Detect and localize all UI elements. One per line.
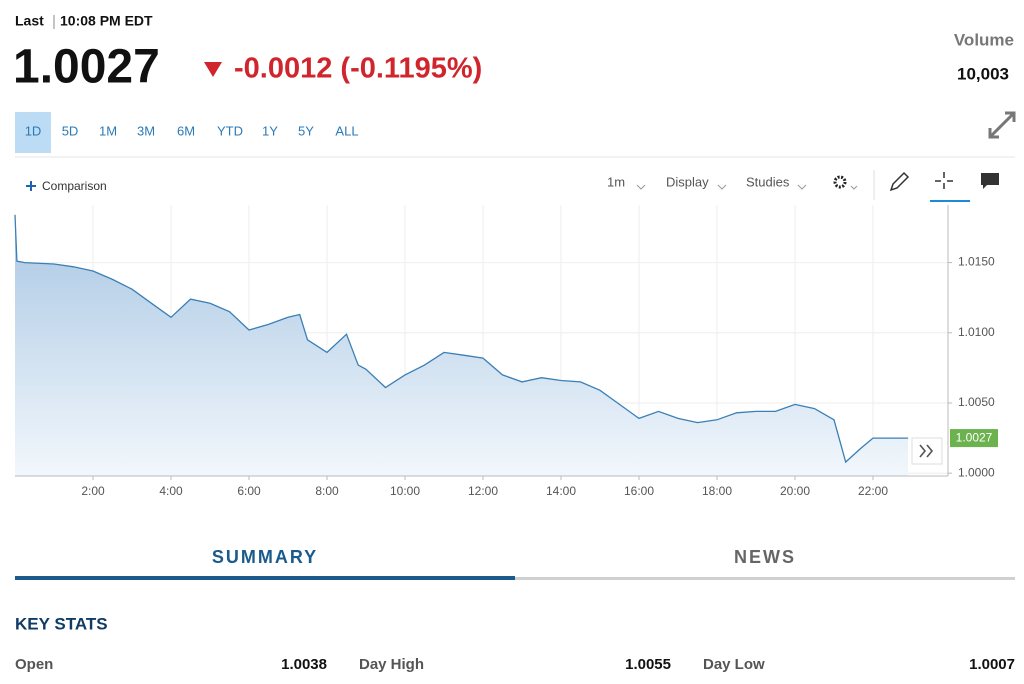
price-line (14, 214, 909, 464)
x-tick-label: 6:00 (237, 484, 261, 498)
stat-value: 1.0007 (969, 656, 1015, 673)
settings-button[interactable] (833, 175, 858, 190)
interval-menu[interactable]: 1m (607, 174, 646, 190)
range-button[interactable]: 1M (99, 123, 117, 138)
last-label: Last (15, 13, 44, 29)
range-label: 1Y (262, 123, 278, 138)
range-button[interactable]: 3M (137, 123, 155, 138)
volume-label: Volume (954, 30, 1014, 49)
key-stats: Open 1.0038 Day High 1.0055 Day Low 1.0007 (15, 656, 1015, 673)
range-label: 5Y (298, 123, 314, 138)
range-label: 6M (177, 123, 195, 138)
stat-label: Day Low (703, 656, 765, 673)
y-tick-label: 1.0100 (958, 325, 995, 339)
display-menu[interactable]: Display (666, 174, 727, 190)
comment-button[interactable] (981, 173, 999, 189)
range-active-bg (15, 112, 51, 153)
range-selector: 1D 5D 1M 3M 6M YTD 1Y 5Y ALL (15, 112, 359, 153)
range-button[interactable]: YTD (217, 123, 243, 138)
range-label: 3M (137, 123, 155, 138)
x-tick-label: 16:00 (624, 484, 654, 498)
studies-label: Studies (746, 174, 790, 189)
stat-value: 1.0055 (625, 656, 671, 673)
x-tick-label: 18:00 (702, 484, 732, 498)
comparison-label: Comparison (42, 179, 107, 193)
x-tick-label: 2:00 (81, 484, 105, 498)
y-tick-label: 1.0150 (958, 255, 995, 269)
display-label: Display (666, 174, 709, 189)
range-label: ALL (335, 123, 358, 138)
down-arrow (204, 62, 222, 77)
x-tick-label: 22:00 (858, 484, 888, 498)
last-time: 10:08 PM EDT (60, 13, 153, 29)
key-stats-title: KEY STATS (15, 614, 108, 633)
tab-label: NEWS (734, 547, 796, 567)
last-price: 1.0027 (13, 41, 160, 94)
x-tick-label: 4:00 (159, 484, 183, 498)
range-button[interactable]: ALL (335, 123, 358, 138)
fullscreen-button[interactable] (988, 111, 1016, 139)
price-area (15, 214, 909, 477)
scroll-right-button[interactable] (911, 437, 943, 465)
tabs: SUMMARY NEWS (15, 547, 1015, 580)
tab[interactable]: SUMMARY (15, 547, 515, 580)
studies-menu[interactable]: Studies (746, 174, 807, 190)
x-tick-label: 20:00 (780, 484, 810, 498)
x-tick-label: 8:00 (315, 484, 339, 498)
range-button[interactable]: 1Y (262, 123, 278, 138)
x-tick-label: 14:00 (546, 484, 576, 498)
tab-underline (15, 576, 515, 580)
draw-button[interactable] (889, 171, 910, 192)
last-price-tag (950, 429, 998, 448)
crosshair-button[interactable] (930, 172, 970, 202)
y-tick-label: 1.0000 (958, 465, 995, 479)
price-chart: 2:00 4:00 6:00 8:00 10:00 12:00 14:00 16:00 18:0… (14, 205, 998, 498)
x-tick-label: 10:00 (390, 484, 420, 498)
range-button[interactable]: 6M (177, 123, 195, 138)
tab-label: SUMMARY (212, 547, 318, 567)
tab[interactable]: NEWS (515, 547, 1015, 580)
range-button[interactable]: 5Y (298, 123, 314, 138)
volume-value: 10,003 (957, 64, 1009, 83)
interval-label: 1m (607, 174, 625, 189)
price-change: -0.0012 (-0.1195%) (234, 53, 482, 85)
range-label: 1M (99, 123, 117, 138)
tab-underline (515, 577, 1015, 580)
range-label: 5D (62, 123, 79, 138)
last-price-tag-label: 1.0027 (956, 430, 993, 444)
comparison-button[interactable]: Comparison (26, 179, 107, 193)
range-label: YTD (217, 123, 243, 138)
x-tick-label: 12:00 (468, 484, 498, 498)
range-button[interactable]: 1D (15, 112, 51, 153)
range-button[interactable]: 5D (62, 123, 79, 138)
stat-label: Open (15, 656, 53, 673)
y-tick-label: 1.0050 (958, 395, 995, 409)
range-label: 1D (25, 123, 42, 138)
stat-label: Day High (359, 656, 424, 673)
stat-value: 1.0038 (281, 656, 327, 673)
